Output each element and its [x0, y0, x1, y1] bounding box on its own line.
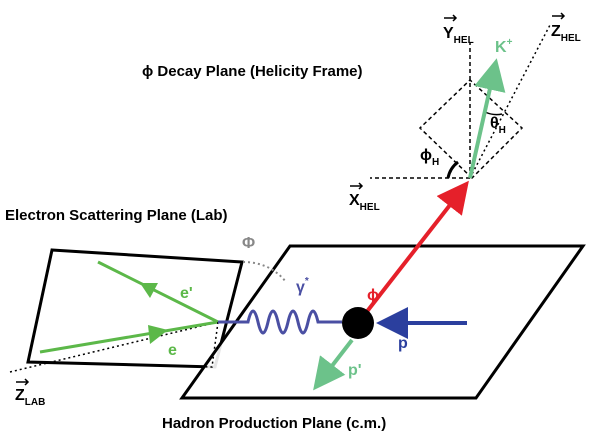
photon-label: γ*	[296, 276, 309, 296]
kaon-label: K+	[495, 37, 513, 56]
subscript: HEL	[360, 202, 380, 213]
scattering-plane-title: Electron Scattering Plane (Lab)	[5, 207, 228, 224]
symbol: Y	[443, 25, 454, 42]
x-hel-label: XHEL	[349, 192, 380, 213]
phi-meson-arrow	[356, 180, 469, 325]
symbol: θ	[490, 115, 499, 132]
kaon-arrow	[468, 58, 506, 179]
z-lab-label: ZLAB	[15, 387, 45, 408]
subscript: HEL	[454, 35, 474, 46]
symbol: γ	[296, 279, 305, 296]
decay-plane-title: ϕ Decay Plane (Helicity Frame)	[142, 63, 363, 80]
p-prime-arrow	[313, 338, 354, 391]
superscript: +	[507, 37, 513, 48]
electron-in	[39, 320, 219, 354]
symbol: ϕ	[420, 147, 432, 164]
electron-out-head	[140, 283, 158, 298]
z-lab-axis	[9, 321, 219, 373]
hidden-edge	[179, 321, 219, 368]
symbol: K	[495, 39, 507, 56]
symbol: Z	[15, 387, 25, 404]
electron-out	[97, 260, 219, 324]
symbol: Z	[551, 23, 561, 40]
photon	[218, 309, 342, 335]
electron-in-head	[148, 325, 168, 344]
subscript: LAB	[25, 397, 46, 408]
superscript: *	[305, 276, 309, 287]
e-prime-label: e'	[180, 285, 193, 302]
z-hel-label: ZHEL	[551, 23, 581, 44]
subscript: HEL	[561, 33, 581, 44]
vector-arrows	[16, 12, 566, 386]
big-phi-label: Φ	[242, 235, 255, 252]
z-hel-axis	[469, 24, 551, 179]
production-plane-title: Hadron Production Plane (c.m.)	[162, 415, 386, 432]
symbol: X	[349, 192, 360, 209]
e-label: e	[168, 342, 177, 359]
subscript: H	[499, 125, 506, 136]
phi-h-label: ϕH	[420, 147, 439, 168]
y-hel-label: YHEL	[443, 25, 474, 46]
subscript: H	[432, 157, 439, 168]
vertex	[342, 307, 374, 339]
phi-meson-label: ϕ	[367, 287, 379, 304]
proton-label: p	[398, 335, 408, 352]
phi-h-arc	[446, 160, 459, 179]
p-prime-label: p'	[348, 362, 362, 379]
theta-h-label: θH	[490, 115, 506, 136]
